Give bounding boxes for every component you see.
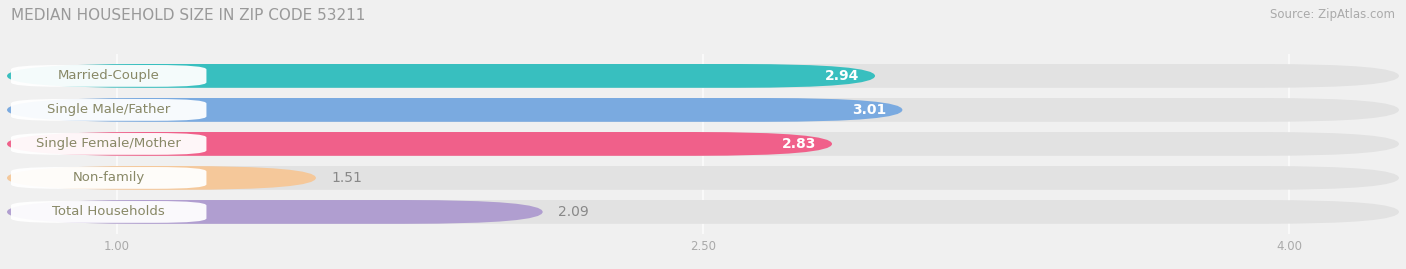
Text: 2.94: 2.94: [825, 69, 859, 83]
FancyBboxPatch shape: [7, 132, 1399, 156]
FancyBboxPatch shape: [7, 98, 1399, 122]
FancyBboxPatch shape: [7, 200, 1399, 224]
Text: 2.09: 2.09: [558, 205, 589, 219]
FancyBboxPatch shape: [11, 133, 207, 155]
Text: 1.51: 1.51: [332, 171, 363, 185]
Text: Married-Couple: Married-Couple: [58, 69, 160, 82]
FancyBboxPatch shape: [7, 98, 903, 122]
Text: Total Households: Total Households: [52, 206, 165, 218]
FancyBboxPatch shape: [7, 132, 832, 156]
FancyBboxPatch shape: [11, 99, 207, 121]
Text: Single Male/Father: Single Male/Father: [46, 103, 170, 116]
FancyBboxPatch shape: [11, 201, 207, 223]
FancyBboxPatch shape: [7, 64, 875, 88]
FancyBboxPatch shape: [7, 166, 316, 190]
FancyBboxPatch shape: [11, 167, 207, 189]
Text: 2.83: 2.83: [782, 137, 817, 151]
Text: MEDIAN HOUSEHOLD SIZE IN ZIP CODE 53211: MEDIAN HOUSEHOLD SIZE IN ZIP CODE 53211: [11, 8, 366, 23]
Text: Source: ZipAtlas.com: Source: ZipAtlas.com: [1270, 8, 1395, 21]
Text: Single Female/Mother: Single Female/Mother: [37, 137, 181, 150]
FancyBboxPatch shape: [7, 166, 1399, 190]
Text: Non-family: Non-family: [73, 171, 145, 185]
FancyBboxPatch shape: [7, 200, 543, 224]
FancyBboxPatch shape: [7, 64, 1399, 88]
FancyBboxPatch shape: [11, 65, 207, 87]
Text: 3.01: 3.01: [852, 103, 887, 117]
